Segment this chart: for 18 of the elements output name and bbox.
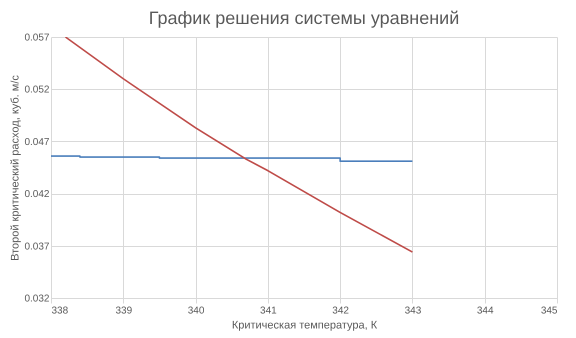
x-tick-label: 344	[476, 306, 494, 316]
x-tick-label: 340	[188, 306, 205, 316]
y-tick-label: 0.037	[24, 241, 50, 252]
line-series	[64, 37, 414, 253]
y-tick-label: 0.052	[24, 84, 50, 96]
y-tick-label: 0.032	[24, 294, 50, 304]
y-axis-title: Второй критический расход, куб. м/с	[9, 74, 22, 261]
x-tick-label: 345	[540, 306, 558, 316]
x-tick-label: 341	[260, 306, 278, 316]
x-tick-label: 343	[404, 306, 422, 316]
y-tick-label: 0.057	[24, 32, 50, 44]
chart-title: График решения системы уравнений	[148, 8, 460, 28]
x-tick-label: 342	[332, 306, 350, 316]
x-axis-title: Критическая температура, К	[232, 320, 378, 332]
y-tick-label: 0.047	[24, 136, 50, 148]
x-tick-label: 338	[52, 306, 69, 316]
x-tick-label: 339	[115, 306, 133, 316]
y-tick-label: 0.042	[24, 189, 50, 200]
